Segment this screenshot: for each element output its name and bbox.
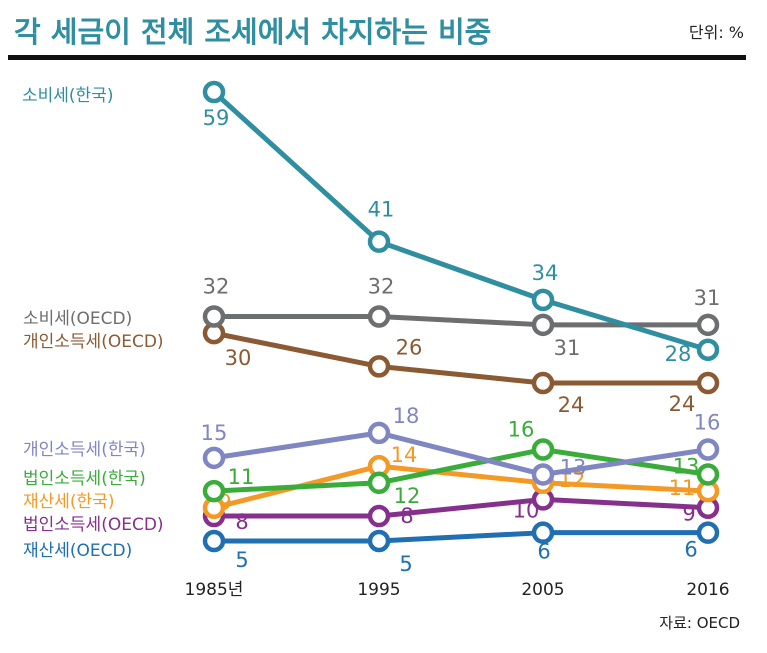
data-point [696,338,720,362]
data-point [696,463,720,486]
data-label: 6 [537,540,550,564]
chart-title: 각 세금이 전체 조세에서 차지하는 비중 [14,15,491,49]
legend-label: 소비세(OECD) [23,309,132,329]
data-label: 13 [560,455,587,479]
data-label: 16 [694,411,721,435]
data-label: 28 [665,342,692,366]
data-label: 26 [396,335,423,359]
data-point [696,371,720,395]
data-point [696,313,720,337]
series-line [214,530,708,544]
data-label: 24 [558,393,585,417]
data-label: 8 [235,510,248,534]
data-label: 16 [508,418,535,442]
data-label: 5 [399,552,412,576]
data-label: 15 [201,421,228,445]
source-label: 자료: OECD [659,614,740,632]
data-point [367,230,391,253]
data-point [367,504,391,528]
unit-label: 단위: % [689,23,744,42]
data-point [202,446,226,470]
x-axis: 1985년 1995 2005 2016 [185,580,730,600]
legend-label: 법인소득세(한국) [23,469,146,489]
data-point [367,355,391,378]
series-4: 15 18 13 16 개인소득세(한국) [23,404,721,486]
data-label: 30 [225,346,252,370]
data-point [202,80,226,104]
series-3: 30 26 24 24 개인소득세(OECD) [23,321,720,417]
legend-label: 법인소득세(OECD) [23,515,164,535]
legend-label: 개인소득세(OECD) [23,332,164,352]
data-point [367,421,391,445]
series-line [214,314,708,328]
data-point [696,438,720,461]
data-label: 11 [228,465,255,489]
data-label: 24 [669,392,696,416]
x-tick-label: 2016 [686,580,729,600]
data-label: 32 [368,275,395,299]
data-label: 59 [203,106,230,130]
data-label: 10 [513,498,540,522]
data-label: 31 [694,286,721,310]
series-line [214,496,709,519]
data-point [531,463,555,486]
legend-label: 재산세(한국) [23,492,114,512]
series-1: 59 41 34 28 소비세(한국) [22,80,720,366]
legend-label: 개인소득세(한국) [23,440,146,460]
x-tick-label: 1985년 [185,580,244,600]
data-label: 14 [391,443,418,467]
data-point [531,521,555,544]
data-point [202,529,226,553]
data-point [531,438,555,461]
series-7: 8 8 10 9 법인소득세(OECD) [23,488,720,535]
data-label: 6 [684,538,697,562]
data-label: 11 [669,476,696,500]
data-point [202,479,226,503]
data-label: 8 [400,504,413,528]
data-point [202,305,226,328]
data-label: 5 [235,548,248,572]
data-label: 34 [532,261,559,285]
data-label: 9 [682,502,695,526]
data-label: 13 [673,454,700,478]
x-tick-label: 2005 [521,580,564,600]
data-point [367,529,391,553]
legend-label: 소비세(한국) [22,86,113,106]
x-tick-label: 1995 [357,580,400,600]
data-label: 41 [368,198,395,222]
data-point [531,371,555,395]
data-point [696,521,720,544]
data-label: 31 [554,336,581,360]
series-line [213,430,709,477]
data-label: 12 [394,484,421,508]
data-label: 32 [203,275,230,299]
series-line [212,90,709,353]
title-rule [8,55,746,60]
data-label: 18 [393,404,420,428]
data-point [367,305,391,328]
data-point [531,313,555,337]
series-8: 5 5 6 6 재산세(OECD) [23,521,720,576]
data-point [367,471,391,495]
data-point [531,288,555,312]
legend-label: 재산세(OECD) [23,541,132,561]
series-line [213,330,708,386]
